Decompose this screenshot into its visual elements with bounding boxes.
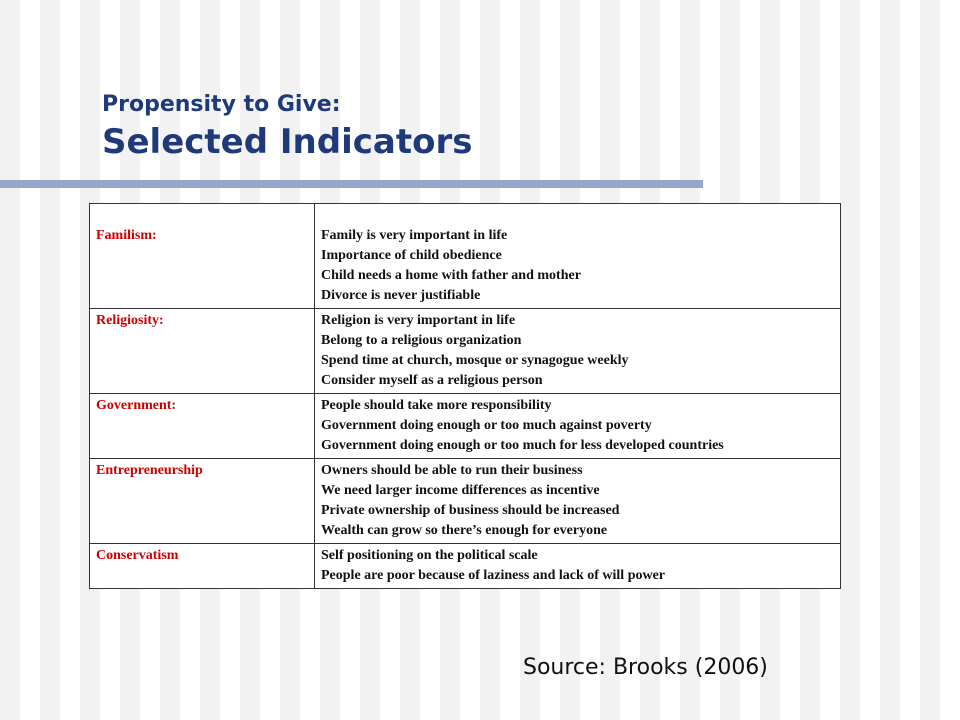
indicator-item: Self positioning on the political scale [321,548,538,563]
table-row: Government: People should take more resp… [89,393,841,459]
slide-title: Propensity to Give: Selected Indicators [102,90,472,164]
category-religiosity: Religiosity: [89,308,315,394]
title-line-2: Selected Indicators [102,122,473,162]
indicator-list: Owners should be able to run their busin… [314,458,841,544]
indicator-item: We need larger income differences as inc… [321,483,600,498]
indicator-item: People are poor because of laziness and … [321,568,666,583]
table-row: Religiosity: Religion is very important … [89,308,841,394]
table-row: Familism: Family is very important in li… [89,203,841,309]
indicator-item: Owners should be able to run their busin… [321,463,583,478]
indicator-item: Belong to a religious organization [321,333,522,348]
indicator-item: Family is very important in life [321,228,508,243]
indicator-item: Government doing enough or too much for … [321,438,724,453]
indicator-item: Child needs a home with father and mothe… [321,268,581,283]
indicator-item: Spend time at church, mosque or synagogu… [321,353,629,368]
indicator-item: Religion is very important in life [321,313,516,328]
indicator-item: Consider myself as a religious person [321,373,543,388]
indicator-list: Self positioning on the political scale … [314,543,841,589]
indicator-item: People should take more responsibility [321,398,552,413]
indicator-list: Religion is very important in life Belon… [314,308,841,394]
category-government: Government: [89,393,315,459]
indicator-item: Private ownership of business should be … [321,503,620,518]
table-row: Conservatism Self positioning on the pol… [89,543,841,589]
category-familism: Familism: [89,203,315,309]
indicator-list: People should take more responsibility G… [314,393,841,459]
indicator-item: Divorce is never justifiable [321,288,481,303]
indicator-item: Wealth can grow so there’s enough for ev… [321,523,608,538]
category-conservatism: Conservatism [89,543,315,589]
indicator-table: Familism: Family is very important in li… [89,203,841,589]
indicator-item: Importance of child obedience [321,248,502,263]
indicator-list: Family is very important in life Importa… [314,203,841,309]
table-row: Entrepreneurship Owners should be able t… [89,458,841,544]
indicator-item: Government doing enough or too much agai… [321,418,652,433]
source-citation: Source: Brooks (2006) [523,655,768,680]
title-divider [0,180,703,188]
category-entrepreneurship: Entrepreneurship [89,458,315,544]
title-line-1: Propensity to Give: [102,92,341,117]
